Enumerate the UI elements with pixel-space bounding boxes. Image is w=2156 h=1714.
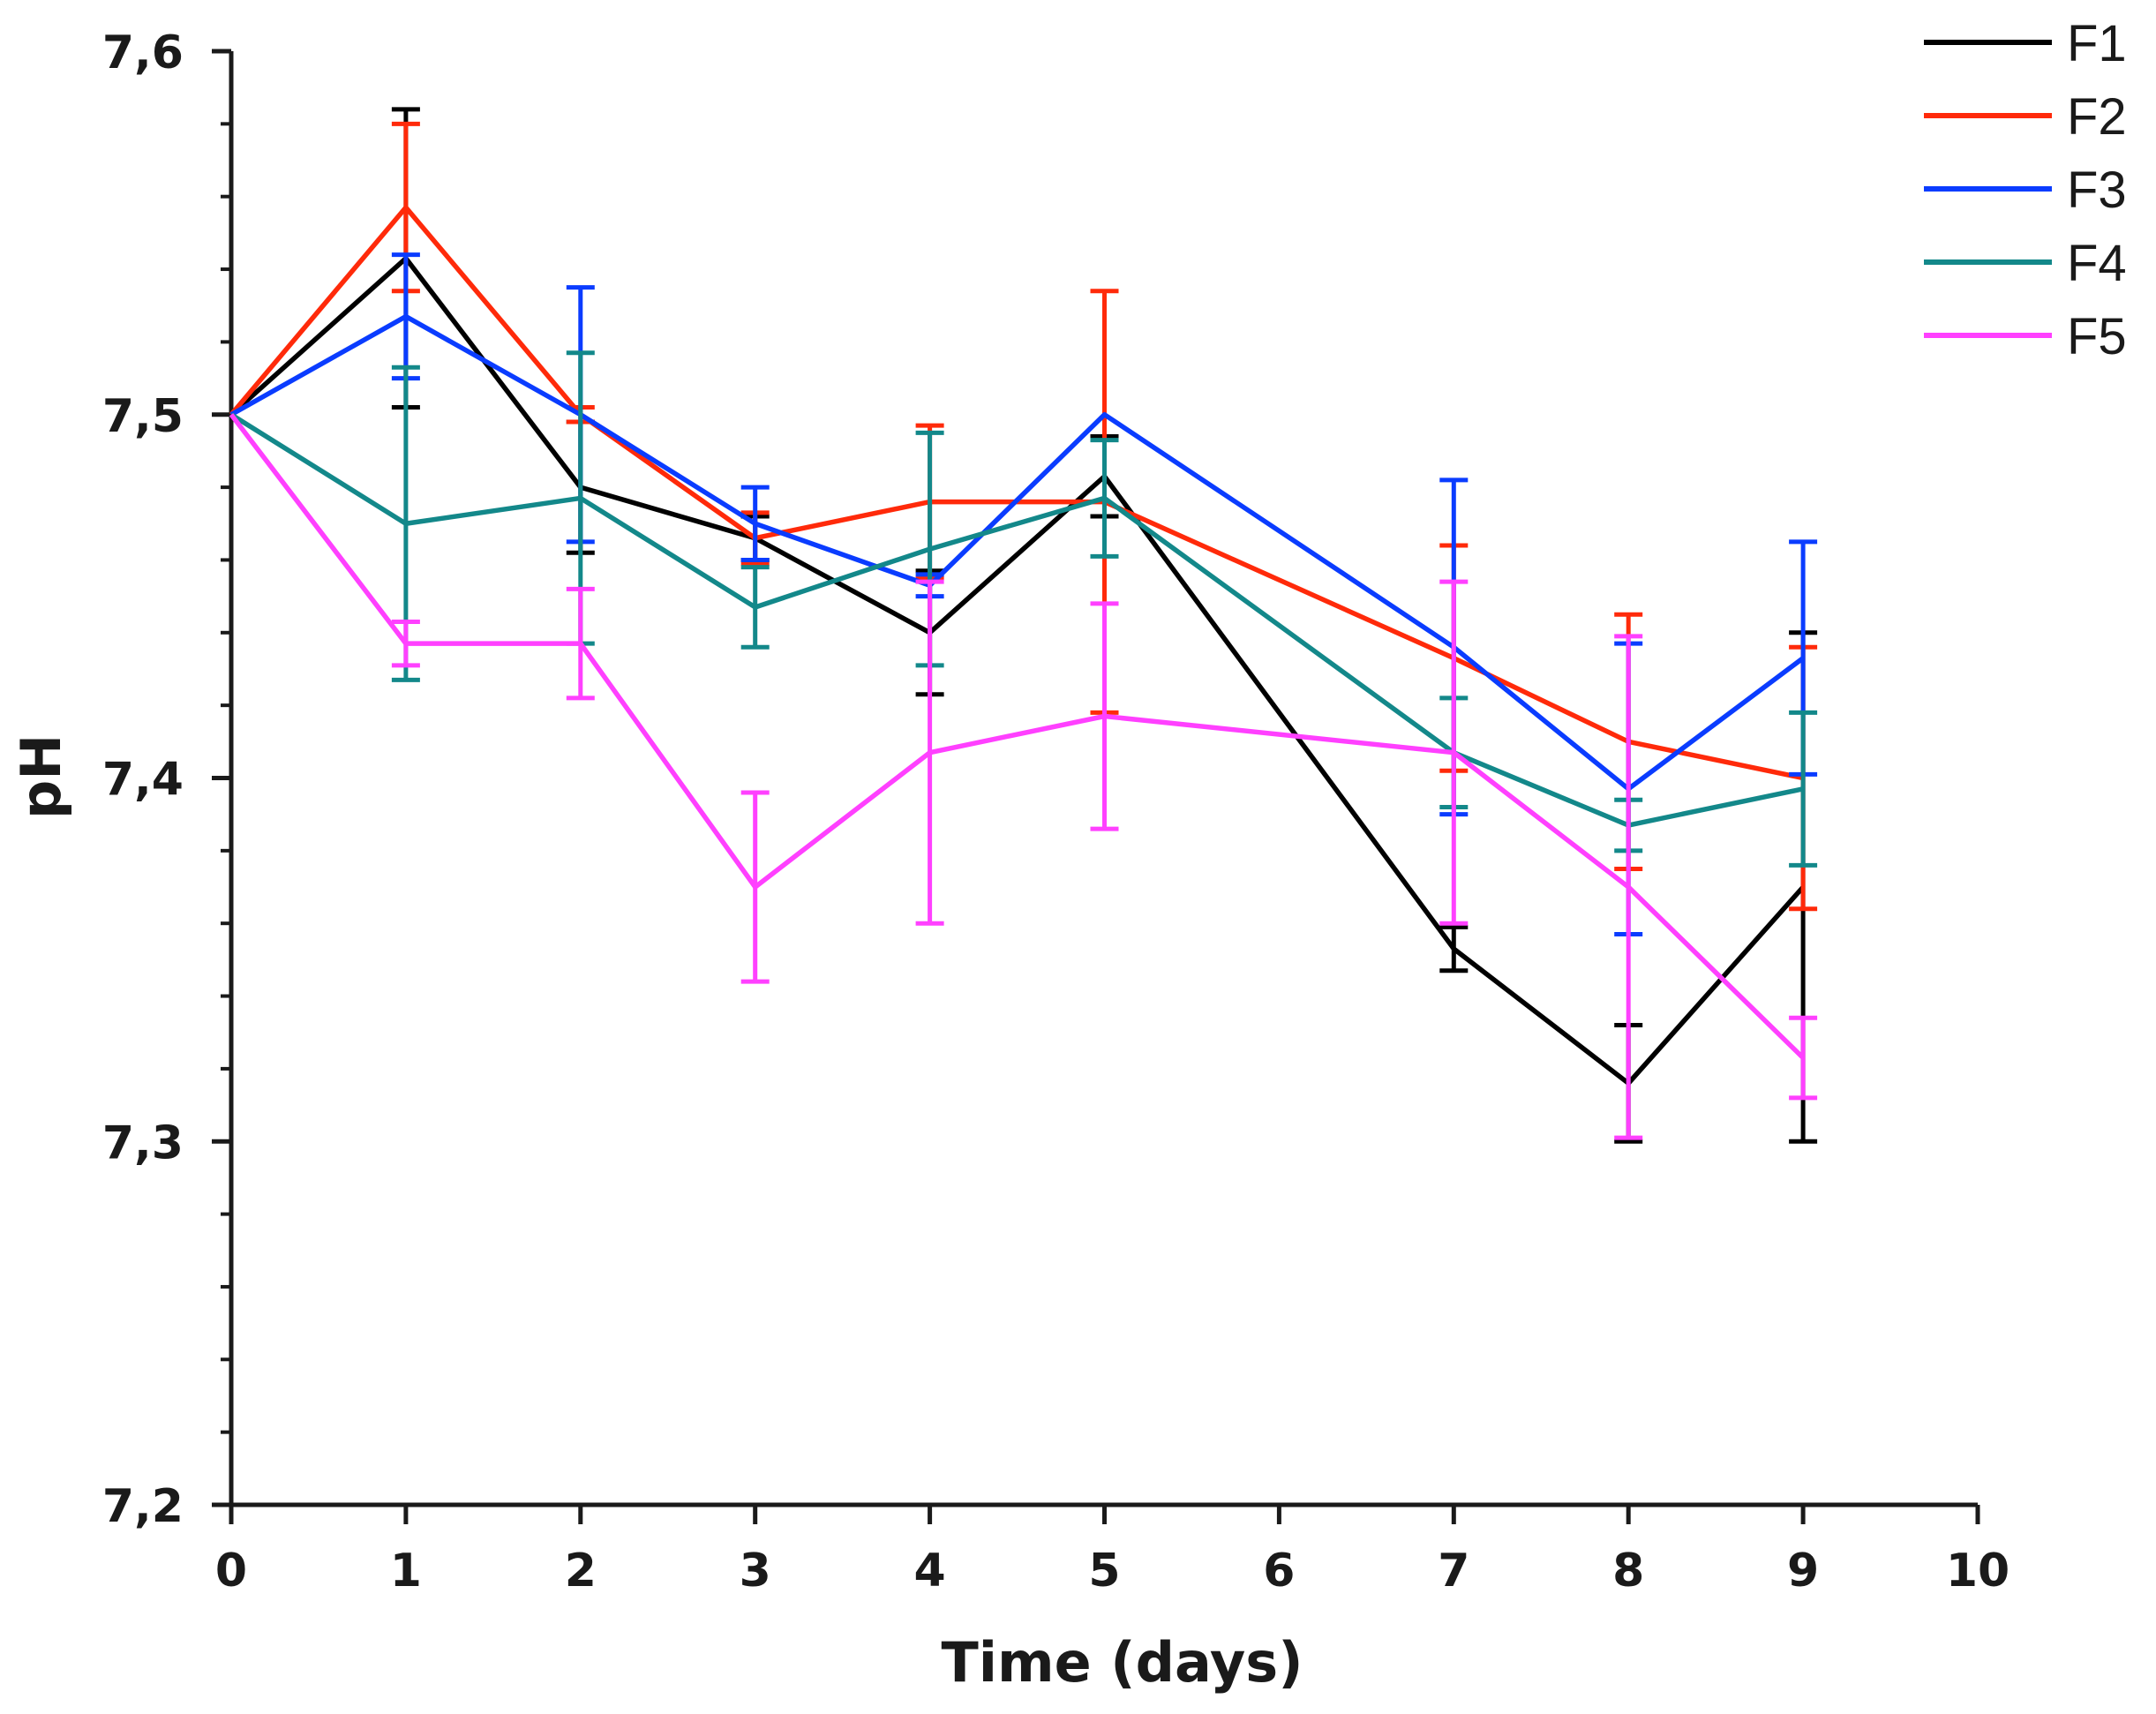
series-line-f5	[229, 413, 1806, 1060]
legend: F1 F2 F3 F4 F5	[1924, 15, 2127, 365]
y-tick-labels: 7,2 7,3 7,4 7,5 7,6	[102, 26, 184, 1533]
series-f1	[229, 107, 1818, 1144]
x-tick-label: 7	[1438, 1545, 1469, 1597]
legend-item-f4: F4	[1924, 235, 2127, 292]
series-layer	[229, 107, 1818, 1144]
y-major-ticks	[212, 49, 231, 1507]
series-line-f1	[229, 255, 1806, 1086]
y-tick-label: 7,2	[102, 1480, 184, 1533]
y-tick-label: 7,4	[102, 754, 184, 807]
x-tick-label: 4	[914, 1545, 946, 1597]
x-tick-label: 9	[1787, 1545, 1819, 1597]
legend-item-f5: F5	[1924, 308, 2127, 365]
y-tick-label: 7,6	[102, 26, 184, 79]
x-tick-label: 8	[1612, 1545, 1644, 1597]
legend-label: F1	[2067, 15, 2127, 72]
x-tick-labels: 0 1 2 3 4 5 6 7 8 9 10	[215, 1545, 2010, 1597]
y-tick-label: 7,3	[102, 1116, 184, 1169]
x-tick-label: 2	[565, 1545, 597, 1597]
x-tick-label: 10	[1946, 1545, 2010, 1597]
series-f4	[229, 350, 1818, 868]
x-tick-label: 3	[740, 1545, 771, 1597]
x-ticks	[229, 1505, 1980, 1524]
series-f3	[229, 252, 1818, 937]
series-f5	[229, 413, 1818, 1140]
x-tick-label: 6	[1263, 1545, 1295, 1597]
legend-item-f2: F2	[1924, 88, 2127, 146]
legend-label: F2	[2067, 88, 2127, 146]
x-axis-title: Time (days)	[941, 1630, 1303, 1695]
legend-label: F3	[2067, 162, 2127, 219]
legend-label: F4	[2067, 235, 2127, 292]
legend-label: F5	[2067, 308, 2127, 365]
y-tick-label: 7,5	[102, 390, 184, 443]
legend-item-f3: F3	[1924, 162, 2127, 219]
series-line-f2	[229, 205, 1804, 781]
x-tick-label: 1	[390, 1545, 422, 1597]
y-axis-title: pH	[9, 734, 73, 819]
x-tick-label: 0	[215, 1545, 247, 1597]
x-tick-label: 5	[1088, 1545, 1120, 1597]
series-line-f4	[229, 412, 1804, 828]
legend-item-f1: F1	[1924, 15, 2127, 72]
